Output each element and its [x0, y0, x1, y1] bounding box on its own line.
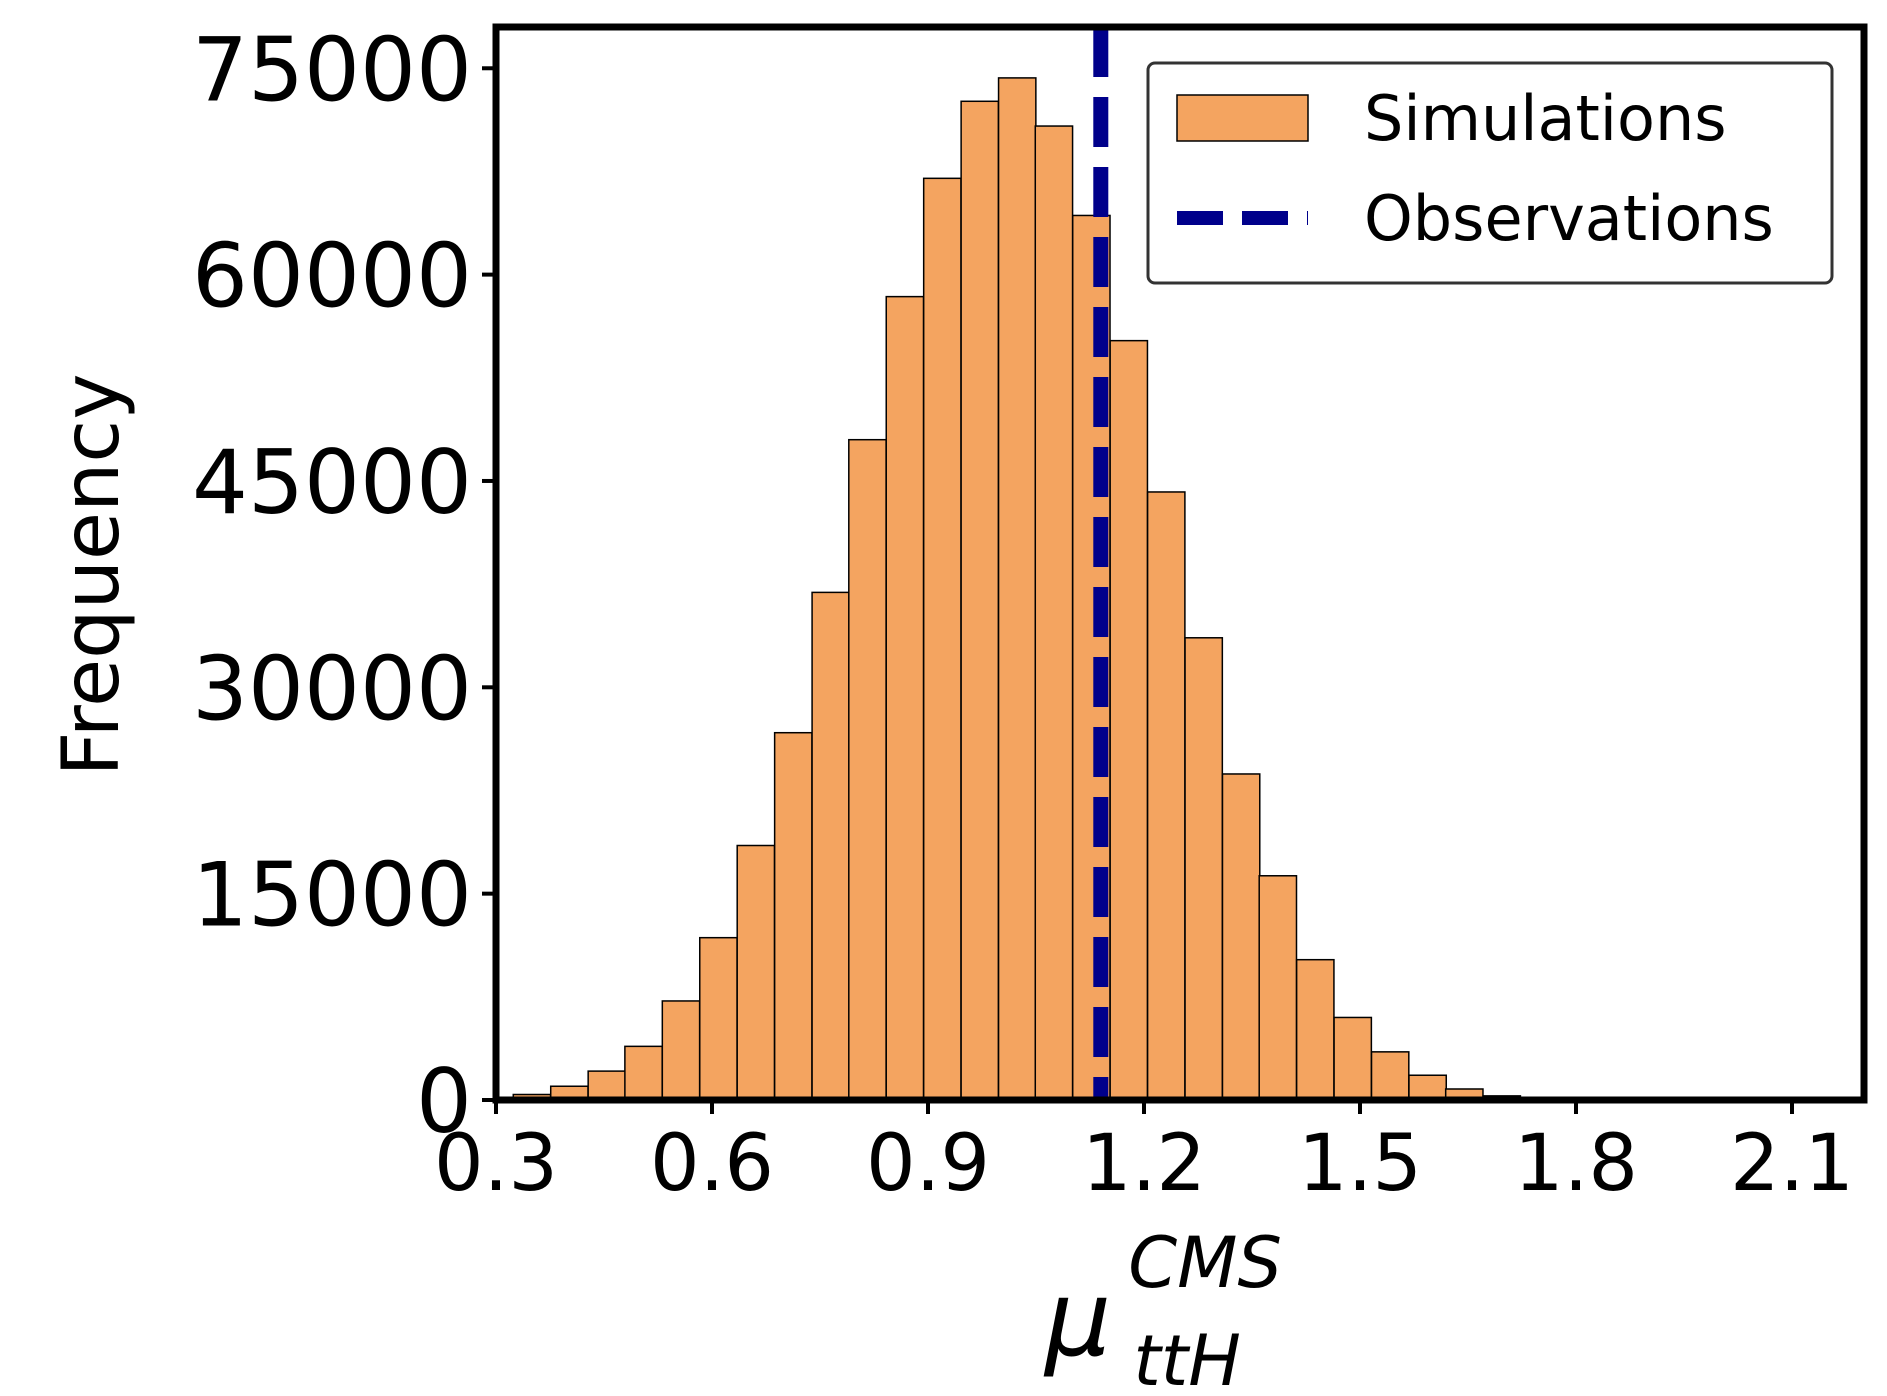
- histogram-bar-13: [997, 77, 1037, 1101]
- x-tick-label-3: 1.2: [1082, 1119, 1206, 1209]
- histogram-bar-14: [1034, 125, 1074, 1101]
- legend: Simulations Observations: [1146, 61, 1834, 285]
- histogram-bar-10: [885, 295, 925, 1101]
- histogram-bar-22: [1333, 1016, 1373, 1101]
- x-axis-label-superscript: CMS: [1128, 1222, 1282, 1304]
- histogram-bar-19: [1221, 773, 1261, 1101]
- y-tick-label-2: 30000: [192, 637, 472, 740]
- axes: [492, 23, 1868, 1104]
- y-tick-label-3: 45000: [192, 431, 472, 534]
- histogram-bar-18: [1184, 637, 1224, 1101]
- histogram-bar-5: [699, 936, 738, 1101]
- histogram-bars: [512, 77, 1634, 1101]
- x-tick-label-5: 1.8: [1514, 1119, 1638, 1209]
- y-tick-label-1: 15000: [192, 844, 472, 947]
- histogram-bar-2: [587, 1070, 627, 1101]
- x-tick-label-2: 0.9: [866, 1119, 990, 1209]
- y-tick-label-0: 0: [416, 1050, 472, 1153]
- histogram-bar-7: [773, 731, 813, 1101]
- x-tick-label-0: 0.3: [434, 1119, 558, 1209]
- x-axis-label: μ CMS ttH: [1043, 1222, 1287, 1396]
- x-axis-ticks: 0.3 0.6 0.9 1.2 1.5 1.8 2.1: [434, 1100, 1854, 1209]
- y-axis-label: Frequency: [47, 374, 137, 777]
- x-axis-label-subscript: ttH: [1133, 1320, 1241, 1396]
- legend-label-observations: Observations: [1364, 182, 1774, 255]
- x-tick-label-6: 2.1: [1730, 1119, 1854, 1209]
- x-tick-label-1: 0.6: [650, 1119, 774, 1209]
- x-axis-label-main: μ: [1043, 1258, 1111, 1380]
- histogram-bar-8: [811, 591, 851, 1101]
- x-tick-label-4: 1.5: [1298, 1119, 1422, 1209]
- histogram-bar-17: [1146, 491, 1186, 1101]
- legend-swatch-simulations: [1176, 94, 1309, 142]
- y-axis-ticks: 0 15000 30000 45000 60000 75000: [192, 18, 496, 1153]
- histogram-bar-11: [922, 177, 962, 1101]
- histogram-bar-23: [1370, 1051, 1410, 1101]
- legend-frame: [1146, 61, 1834, 285]
- legend-label-simulations: Simulations: [1364, 82, 1727, 155]
- histogram-bar-4: [661, 1000, 701, 1101]
- histogram-bar-20: [1258, 875, 1298, 1101]
- histogram-bar-9: [848, 438, 887, 1101]
- histogram-bar-21: [1295, 958, 1335, 1101]
- histogram-bar-24: [1408, 1074, 1448, 1101]
- histogram-bar-6: [736, 844, 776, 1101]
- histogram-bar-3: [624, 1045, 663, 1101]
- plot-frame: [492, 23, 1868, 1104]
- y-tick-label-5: 75000: [192, 18, 472, 121]
- y-tick-label-4: 60000: [192, 225, 472, 328]
- histogram-bar-12: [960, 100, 1000, 1101]
- histogram-bar-16: [1109, 339, 1149, 1101]
